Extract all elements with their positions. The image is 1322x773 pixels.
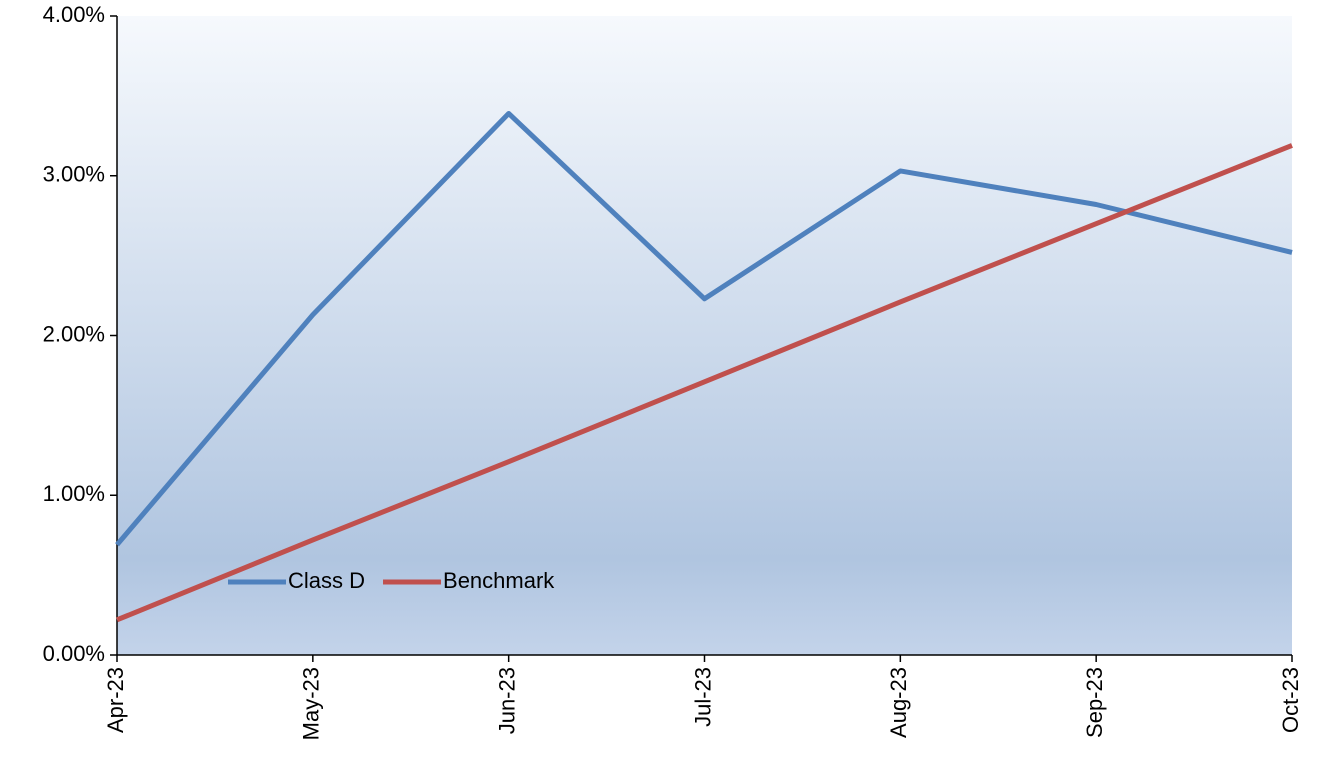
x-tick-label: Sep-23 [1082,667,1107,738]
series-line [116,143,1293,623]
x-tick-label: Aug-23 [886,667,911,738]
y-tick-label: 0.00% [43,641,105,666]
x-tick-label: Jul-23 [690,667,715,727]
y-tick-label: 3.00% [43,162,105,187]
series-line [115,110,1293,547]
x-tick-label: Apr-23 [103,667,128,733]
x-tick-label: Oct-23 [1278,667,1303,733]
y-tick-label: 1.00% [43,481,105,506]
legend-label: Benchmark [443,568,555,593]
x-tick-label: Jun-23 [494,667,519,734]
y-tick-label: 4.00% [43,2,105,27]
y-tick-label: 2.00% [43,321,105,346]
legend-label: Class D [288,568,365,593]
x-tick-label: May-23 [299,667,324,740]
plot-area [117,16,1292,655]
